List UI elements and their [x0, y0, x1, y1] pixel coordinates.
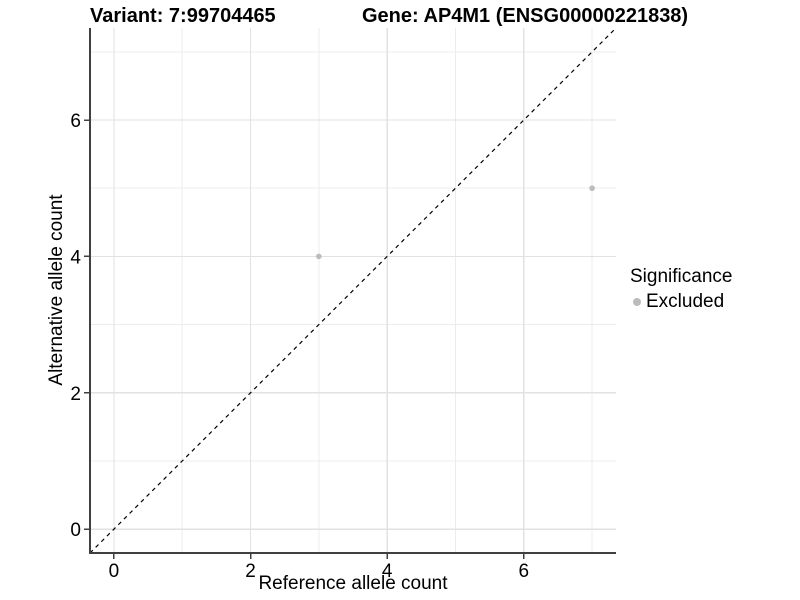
variant-title: Variant: 7:99704465 — [90, 5, 276, 27]
legend-item-excluded: Excluded — [630, 291, 732, 313]
data-point — [316, 253, 322, 260]
y-axis-title: Alternative allele count — [46, 194, 67, 386]
legend-point-icon — [633, 298, 641, 306]
data-point — [589, 185, 595, 192]
y-tick-label: 2 — [70, 384, 81, 405]
x-axis-title: Reference allele count — [258, 573, 448, 594]
legend-title: Significance — [630, 266, 733, 287]
axis-lines — [89, 28, 616, 554]
legend: Significance Excluded — [630, 266, 732, 313]
x-tick-label: 4 — [382, 561, 393, 582]
legend-item-label: Excluded — [646, 291, 725, 312]
x-tick-label: 0 — [109, 561, 120, 582]
y-tick-label: 0 — [70, 520, 81, 541]
gene-title: Gene: AP4M1 (ENSG00000221838) — [362, 5, 689, 27]
y-tick-label: 4 — [70, 247, 81, 268]
y-tick-label: 6 — [70, 111, 81, 132]
x-tick-label: 6 — [518, 561, 529, 582]
identity-line — [89, 27, 617, 554]
x-tick-label: 2 — [245, 561, 256, 582]
